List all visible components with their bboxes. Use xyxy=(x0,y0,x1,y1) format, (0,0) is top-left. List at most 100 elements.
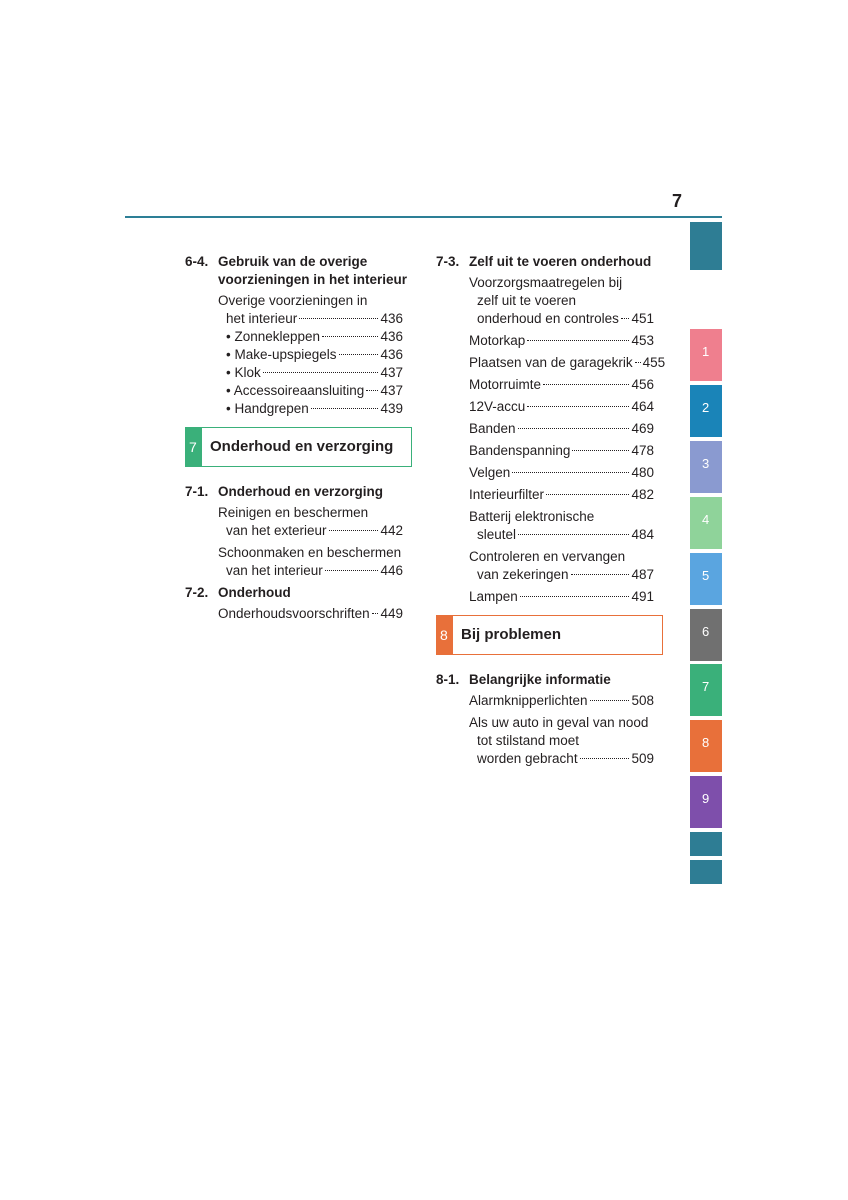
toc-entry: Onderhoudsvoorschriften 449 xyxy=(218,605,403,623)
dot-leader xyxy=(299,318,379,319)
entry-text: Schoonmaken en beschermen xyxy=(218,545,402,560)
side-tab-label: 7 xyxy=(702,679,710,695)
side-tab-label: 8 xyxy=(702,735,710,751)
entry-text: van het exterieur xyxy=(226,523,327,538)
entry-text: tot stilstand moet xyxy=(477,733,580,748)
side-tab xyxy=(690,384,722,437)
section-number: 8-1. xyxy=(436,672,460,687)
entry-page: 456 xyxy=(631,377,654,392)
toc-entry: • Zonnekleppen 436 xyxy=(226,328,403,346)
toc-entry: Motorkap 453 xyxy=(469,332,654,350)
chapter-title: Bij problemen xyxy=(461,626,562,643)
dot-leader xyxy=(546,494,630,495)
entry-text: Motorruimte xyxy=(469,377,542,392)
side-tab xyxy=(690,720,722,773)
side-tab xyxy=(690,608,722,661)
dot-leader xyxy=(366,390,379,391)
header-rule xyxy=(125,216,722,218)
entry-page: 442 xyxy=(380,523,403,538)
entry-text: onderhoud en controles xyxy=(477,311,619,326)
section-number: 7-1. xyxy=(185,484,209,499)
side-tab xyxy=(690,329,722,381)
entry-text: Overige voorzieningen in xyxy=(218,293,368,308)
entry-text: Bandenspanning xyxy=(469,443,571,458)
side-tab xyxy=(690,552,722,605)
entry-text: • Handgrepen xyxy=(226,401,309,416)
entry-page: 451 xyxy=(631,311,654,326)
toc-entry: Plaatsen van de garagekrik 455 xyxy=(469,354,665,372)
dot-leader xyxy=(262,372,379,373)
side-tab-label: 9 xyxy=(702,791,710,807)
entry-page: 437 xyxy=(380,383,403,398)
chapter-number-box xyxy=(185,427,202,467)
entry-page: 484 xyxy=(631,527,654,542)
side-tab xyxy=(690,496,722,549)
side-tab xyxy=(690,776,722,829)
dot-leader xyxy=(310,408,379,409)
entry-text: Onderhoudsvoorschriften xyxy=(218,606,370,621)
entry-text: Velgen xyxy=(469,465,511,480)
dot-leader xyxy=(324,570,379,571)
entry-text: • Klok xyxy=(226,365,261,380)
entry-page: 453 xyxy=(631,333,654,348)
entry-page: 436 xyxy=(380,329,403,344)
toc-entry: • Klok 437 xyxy=(226,364,403,382)
side-tab-label: 1 xyxy=(702,344,710,359)
toc-entry: • Accessoireaansluiting 437 xyxy=(226,382,403,400)
entry-text: het interieur xyxy=(226,311,298,326)
entry-page: 439 xyxy=(380,401,403,416)
dot-leader xyxy=(572,450,630,451)
toc-entry: 12V-accu 464 xyxy=(469,398,654,416)
entry-page: 436 xyxy=(380,347,403,362)
entry-text: Motorkap xyxy=(469,333,526,348)
entry-page: 487 xyxy=(631,567,654,582)
section-title: voorzieningen in het interieur xyxy=(218,272,408,287)
page-number: 7 xyxy=(672,191,683,211)
toc-entry: Lampen 491 xyxy=(469,588,654,606)
toc-entry: worden gebracht 509 xyxy=(477,750,654,768)
section-number: 6-4. xyxy=(185,254,209,269)
entry-text: • Zonnekleppen xyxy=(226,329,321,344)
entry-page: 509 xyxy=(631,751,654,766)
entry-page: 455 xyxy=(642,355,666,370)
chapter-title: Onderhoud en verzorging xyxy=(210,438,394,455)
entry-text: Interieurfilter xyxy=(469,487,545,502)
side-tab-label: 3 xyxy=(702,455,710,471)
entry-text: Voorzorgsmaatregelen bij xyxy=(469,275,623,290)
toc-entry: Bandenspanning 478 xyxy=(469,442,654,460)
toc-entry: van zekeringen 487 xyxy=(477,566,654,584)
side-tab-label: 6 xyxy=(702,623,710,639)
dot-leader xyxy=(579,758,630,759)
section-title: Onderhoud en verzorging xyxy=(218,484,384,499)
entry-page: 508 xyxy=(631,693,654,708)
entry-page: 478 xyxy=(631,443,654,458)
toc-entry: van het interieur 446 xyxy=(226,562,403,580)
entry-page: 449 xyxy=(380,606,403,621)
dot-leader xyxy=(519,596,630,597)
toc-entry: Alarmknipperlichten 508 xyxy=(469,692,654,710)
entry-text: • Make-upspiegels xyxy=(226,347,337,362)
entry-text: Batterij elektronische xyxy=(469,509,595,524)
side-tab-blank xyxy=(690,860,722,884)
entry-text: worden gebracht xyxy=(477,751,578,766)
section-title: Belangrijke informatie xyxy=(469,672,611,687)
side-tab-label: 2 xyxy=(702,399,710,415)
entry-text: 12V-accu xyxy=(469,399,526,414)
dot-leader xyxy=(328,530,379,531)
entry-text: Als uw auto in geval van nood xyxy=(469,715,649,730)
chapter-number-box xyxy=(436,615,453,655)
side-tab-blank xyxy=(690,832,722,856)
entry-text: Controleren en vervangen xyxy=(469,549,626,564)
entry-page: 464 xyxy=(631,399,654,414)
section-title: Gebruik van de overige xyxy=(218,254,368,269)
entry-text: Alarmknipperlichten xyxy=(469,693,588,708)
dot-leader xyxy=(570,574,630,575)
section-title: Onderhoud xyxy=(218,585,291,600)
side-tab-label: 4 xyxy=(702,511,710,527)
toc-entry: het interieur 436 xyxy=(226,310,403,328)
dot-leader xyxy=(371,613,379,614)
chapter-number: 7 xyxy=(189,439,197,455)
entry-text: • Accessoireaansluiting xyxy=(226,383,365,398)
toc-entry: onderhoud en controles 451 xyxy=(477,310,654,328)
